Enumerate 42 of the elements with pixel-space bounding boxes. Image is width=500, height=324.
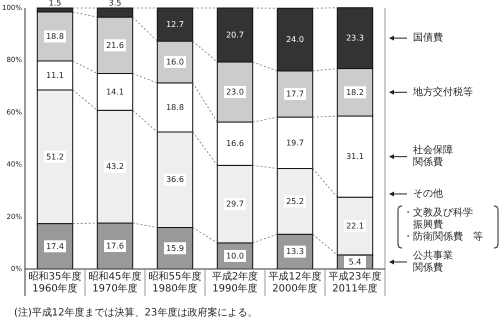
data-label: 23.0 <box>226 88 244 97</box>
data-label: 17.7 <box>286 90 304 98</box>
x-tick-label: 平成2年度 1990年度 <box>212 270 258 294</box>
data-label: 31.1 <box>346 152 364 162</box>
x-tick-label: 昭和35年度 1960年度 <box>28 270 82 294</box>
data-label: 17.6 <box>106 242 124 251</box>
data-label: 24.0 <box>286 35 304 44</box>
data-label: 1.5 <box>48 0 62 8</box>
data-label: 17.4 <box>46 242 64 251</box>
x-tick-label: 平成23年度 2011年度 <box>328 270 382 294</box>
data-label: 19.7 <box>286 138 304 148</box>
data-label: 29.7 <box>226 200 244 209</box>
data-label: 14.1 <box>106 87 124 96</box>
data-label: 18.8 <box>166 102 184 112</box>
text: 公共事業関係費 <box>413 249 453 274</box>
x-tick-label: 昭和55年度 1980年度 <box>148 270 202 294</box>
data-label: 12.7 <box>166 20 184 30</box>
data-label: 36.6 <box>166 175 184 184</box>
data-label: 18.8 <box>46 32 64 41</box>
data-label: 11.1 <box>46 70 64 80</box>
x-tick-label: 昭和45年度 1970年度 <box>88 270 142 294</box>
data-label: 10.0 <box>226 251 244 260</box>
data-label: 21.6 <box>106 40 124 50</box>
text: 社会保障関係費 <box>413 144 453 168</box>
text: その他 <box>413 187 443 200</box>
data-label: 18.2 <box>346 88 364 97</box>
data-label: 22.1 <box>346 222 364 231</box>
text: (注)平成12年度までは決算、23年度は政府案による。 <box>14 306 258 318</box>
data-label: 23.3 <box>346 34 364 43</box>
data-label: 13.3 <box>286 247 304 256</box>
data-label: 43.2 <box>106 162 124 172</box>
text: 地方交付税等 <box>412 86 473 98</box>
text: 国債費 <box>413 32 443 44</box>
data-label: 15.9 <box>166 244 184 253</box>
data-label: 16.6 <box>226 139 244 148</box>
data-label: 51.2 <box>46 152 64 162</box>
data-label: 16.0 <box>166 58 184 67</box>
data-label: 25.2 <box>286 196 304 206</box>
text: ・文教及び科学振興費・防衛関係費 等 <box>403 206 483 242</box>
x-tick-label: 平成12年度 2000年度 <box>268 270 322 294</box>
data-label: 20.7 <box>226 30 244 40</box>
data-label: 5.4 <box>348 257 362 266</box>
